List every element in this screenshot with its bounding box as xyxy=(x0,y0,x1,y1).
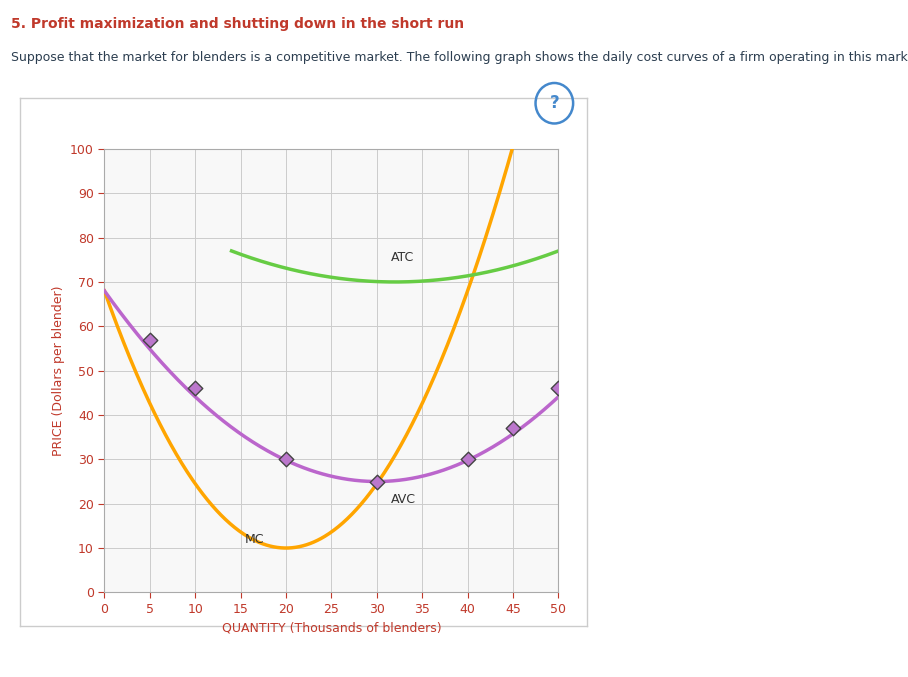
Point xyxy=(188,383,202,394)
Text: ?: ? xyxy=(549,94,559,112)
X-axis label: QUANTITY (Thousands of blenders): QUANTITY (Thousands of blenders) xyxy=(222,621,441,634)
Y-axis label: PRICE (Dollars per blender): PRICE (Dollars per blender) xyxy=(52,286,64,456)
Text: AVC: AVC xyxy=(390,493,416,506)
Point xyxy=(370,476,384,487)
Text: ATC: ATC xyxy=(390,251,414,264)
Text: Suppose that the market for blenders is a competitive market. The following grap: Suppose that the market for blenders is … xyxy=(11,51,908,64)
Point xyxy=(143,334,157,345)
Point xyxy=(551,383,566,394)
Text: 5. Profit maximization and shutting down in the short run: 5. Profit maximization and shutting down… xyxy=(11,17,464,31)
Point xyxy=(279,454,293,464)
Text: MC: MC xyxy=(245,533,264,546)
Point xyxy=(506,423,520,434)
Point xyxy=(460,454,475,464)
